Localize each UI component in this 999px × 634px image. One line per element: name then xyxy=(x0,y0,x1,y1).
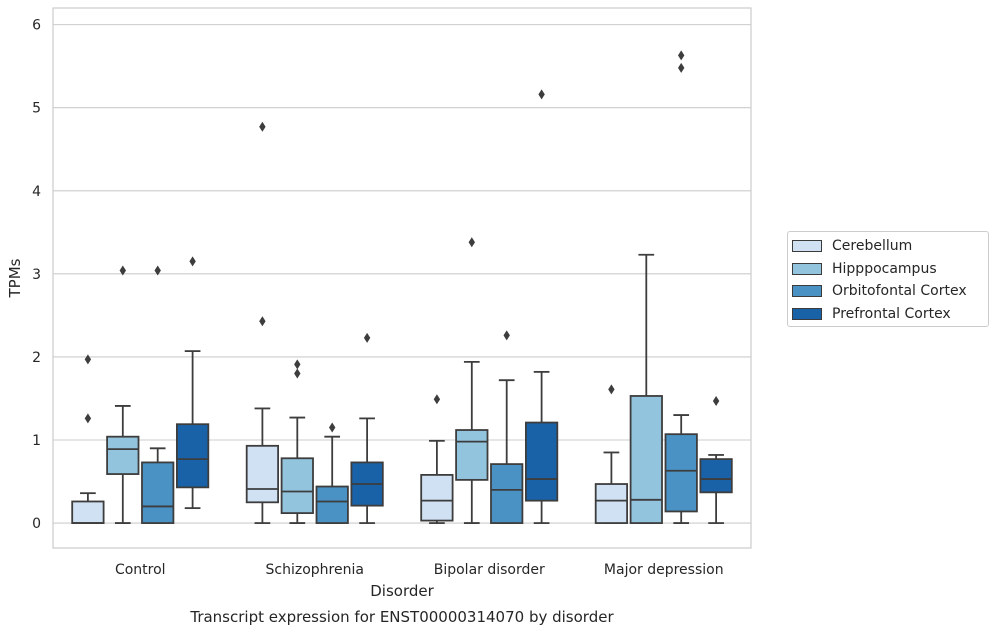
box-iqr xyxy=(245,444,280,504)
box-group xyxy=(141,265,175,524)
box-iqr xyxy=(141,461,175,524)
legend-label: Cerebellum xyxy=(832,238,913,254)
outlier-point xyxy=(84,354,92,365)
box-group xyxy=(594,384,629,524)
legend: Cerebellum Hipppocampus Orbitofontal Corte… xyxy=(787,231,989,327)
plot-frame xyxy=(52,7,752,549)
outlier-point xyxy=(468,237,475,248)
box-iqr xyxy=(315,485,349,524)
box-iqr xyxy=(71,500,105,524)
legend-entry: Orbitofontal Cortex xyxy=(792,281,967,301)
box-group xyxy=(699,395,733,524)
box-group xyxy=(175,256,210,510)
outlier-point xyxy=(678,62,685,73)
box-group xyxy=(315,422,349,524)
x-tick-label: Bipolar disorder xyxy=(434,562,545,578)
y-tick-labels: 0 1 2 3 4 5 6 xyxy=(32,18,41,532)
box-group xyxy=(490,330,524,524)
outlier-point xyxy=(154,265,161,276)
outlier-point xyxy=(84,413,92,424)
outlier-point xyxy=(712,395,720,406)
box-group xyxy=(420,394,454,524)
legend-label: Hipppocampus xyxy=(832,260,937,277)
box-iqr xyxy=(594,483,629,524)
box-group xyxy=(629,253,663,524)
box-iqr xyxy=(175,423,210,489)
legend-swatch xyxy=(792,307,822,320)
legend-label: Prefrontal Cortex xyxy=(832,305,951,322)
legend-entry: Cerebellum xyxy=(792,236,912,256)
outlier-point xyxy=(189,256,196,267)
box-iqr xyxy=(524,421,559,502)
box-group xyxy=(280,359,314,524)
outlier-point xyxy=(119,265,126,276)
outlier-point xyxy=(503,330,510,341)
box-group xyxy=(350,332,384,524)
box-group xyxy=(524,89,559,524)
outlier-point xyxy=(329,422,336,433)
y-tick-label: 5 xyxy=(32,101,41,117)
box-plots xyxy=(71,50,733,524)
outlier-point xyxy=(538,89,545,100)
box-group xyxy=(664,50,698,524)
outlier-point xyxy=(294,368,301,379)
legend-label: Orbitofontal Cortex xyxy=(832,283,967,299)
outlier-point xyxy=(608,384,615,395)
y-tick-label: 6 xyxy=(32,18,41,34)
outlier-point xyxy=(678,50,685,61)
box-iqr xyxy=(490,463,524,524)
y-tick-label: 0 xyxy=(32,516,41,532)
outlier-point xyxy=(259,316,266,327)
legend-entry: Prefrontal Cortex xyxy=(792,304,951,324)
chart-title: Transcript expression for ENST0000031407… xyxy=(189,608,614,626)
y-tick-label: 4 xyxy=(32,184,41,200)
outlier-point xyxy=(294,359,301,370)
box-group xyxy=(106,265,140,524)
x-tick-labels: Control Schizophrenia Bipolar disorder Majo… xyxy=(115,562,724,578)
legend-swatch xyxy=(792,285,822,297)
x-axis-label: Disorder xyxy=(370,582,434,600)
box-group xyxy=(71,354,105,524)
box-iqr xyxy=(280,457,314,515)
box-iqr xyxy=(699,458,733,494)
x-tick-label: Schizophrenia xyxy=(266,562,364,578)
y-tick-label: 1 xyxy=(32,433,41,449)
box-iqr xyxy=(629,395,663,524)
x-tick-label: Major depression xyxy=(604,562,724,578)
legend-entry: Hipppocampus xyxy=(792,259,937,279)
legend-swatch xyxy=(792,262,822,275)
y-tick-label: 3 xyxy=(32,267,41,283)
y-tick-label: 2 xyxy=(32,350,41,366)
outlier-point xyxy=(259,121,266,132)
box-iqr xyxy=(455,429,489,481)
box-group xyxy=(455,237,489,524)
box-iqr xyxy=(420,473,454,522)
box-iqr xyxy=(106,435,140,475)
box-group xyxy=(245,121,280,524)
outlier-point xyxy=(433,394,441,405)
legend-swatch xyxy=(792,240,822,252)
x-tick-label: Control xyxy=(115,562,166,578)
box-iqr xyxy=(664,433,698,513)
y-axis-label: TPMs xyxy=(6,258,24,298)
outlier-point xyxy=(363,332,371,343)
